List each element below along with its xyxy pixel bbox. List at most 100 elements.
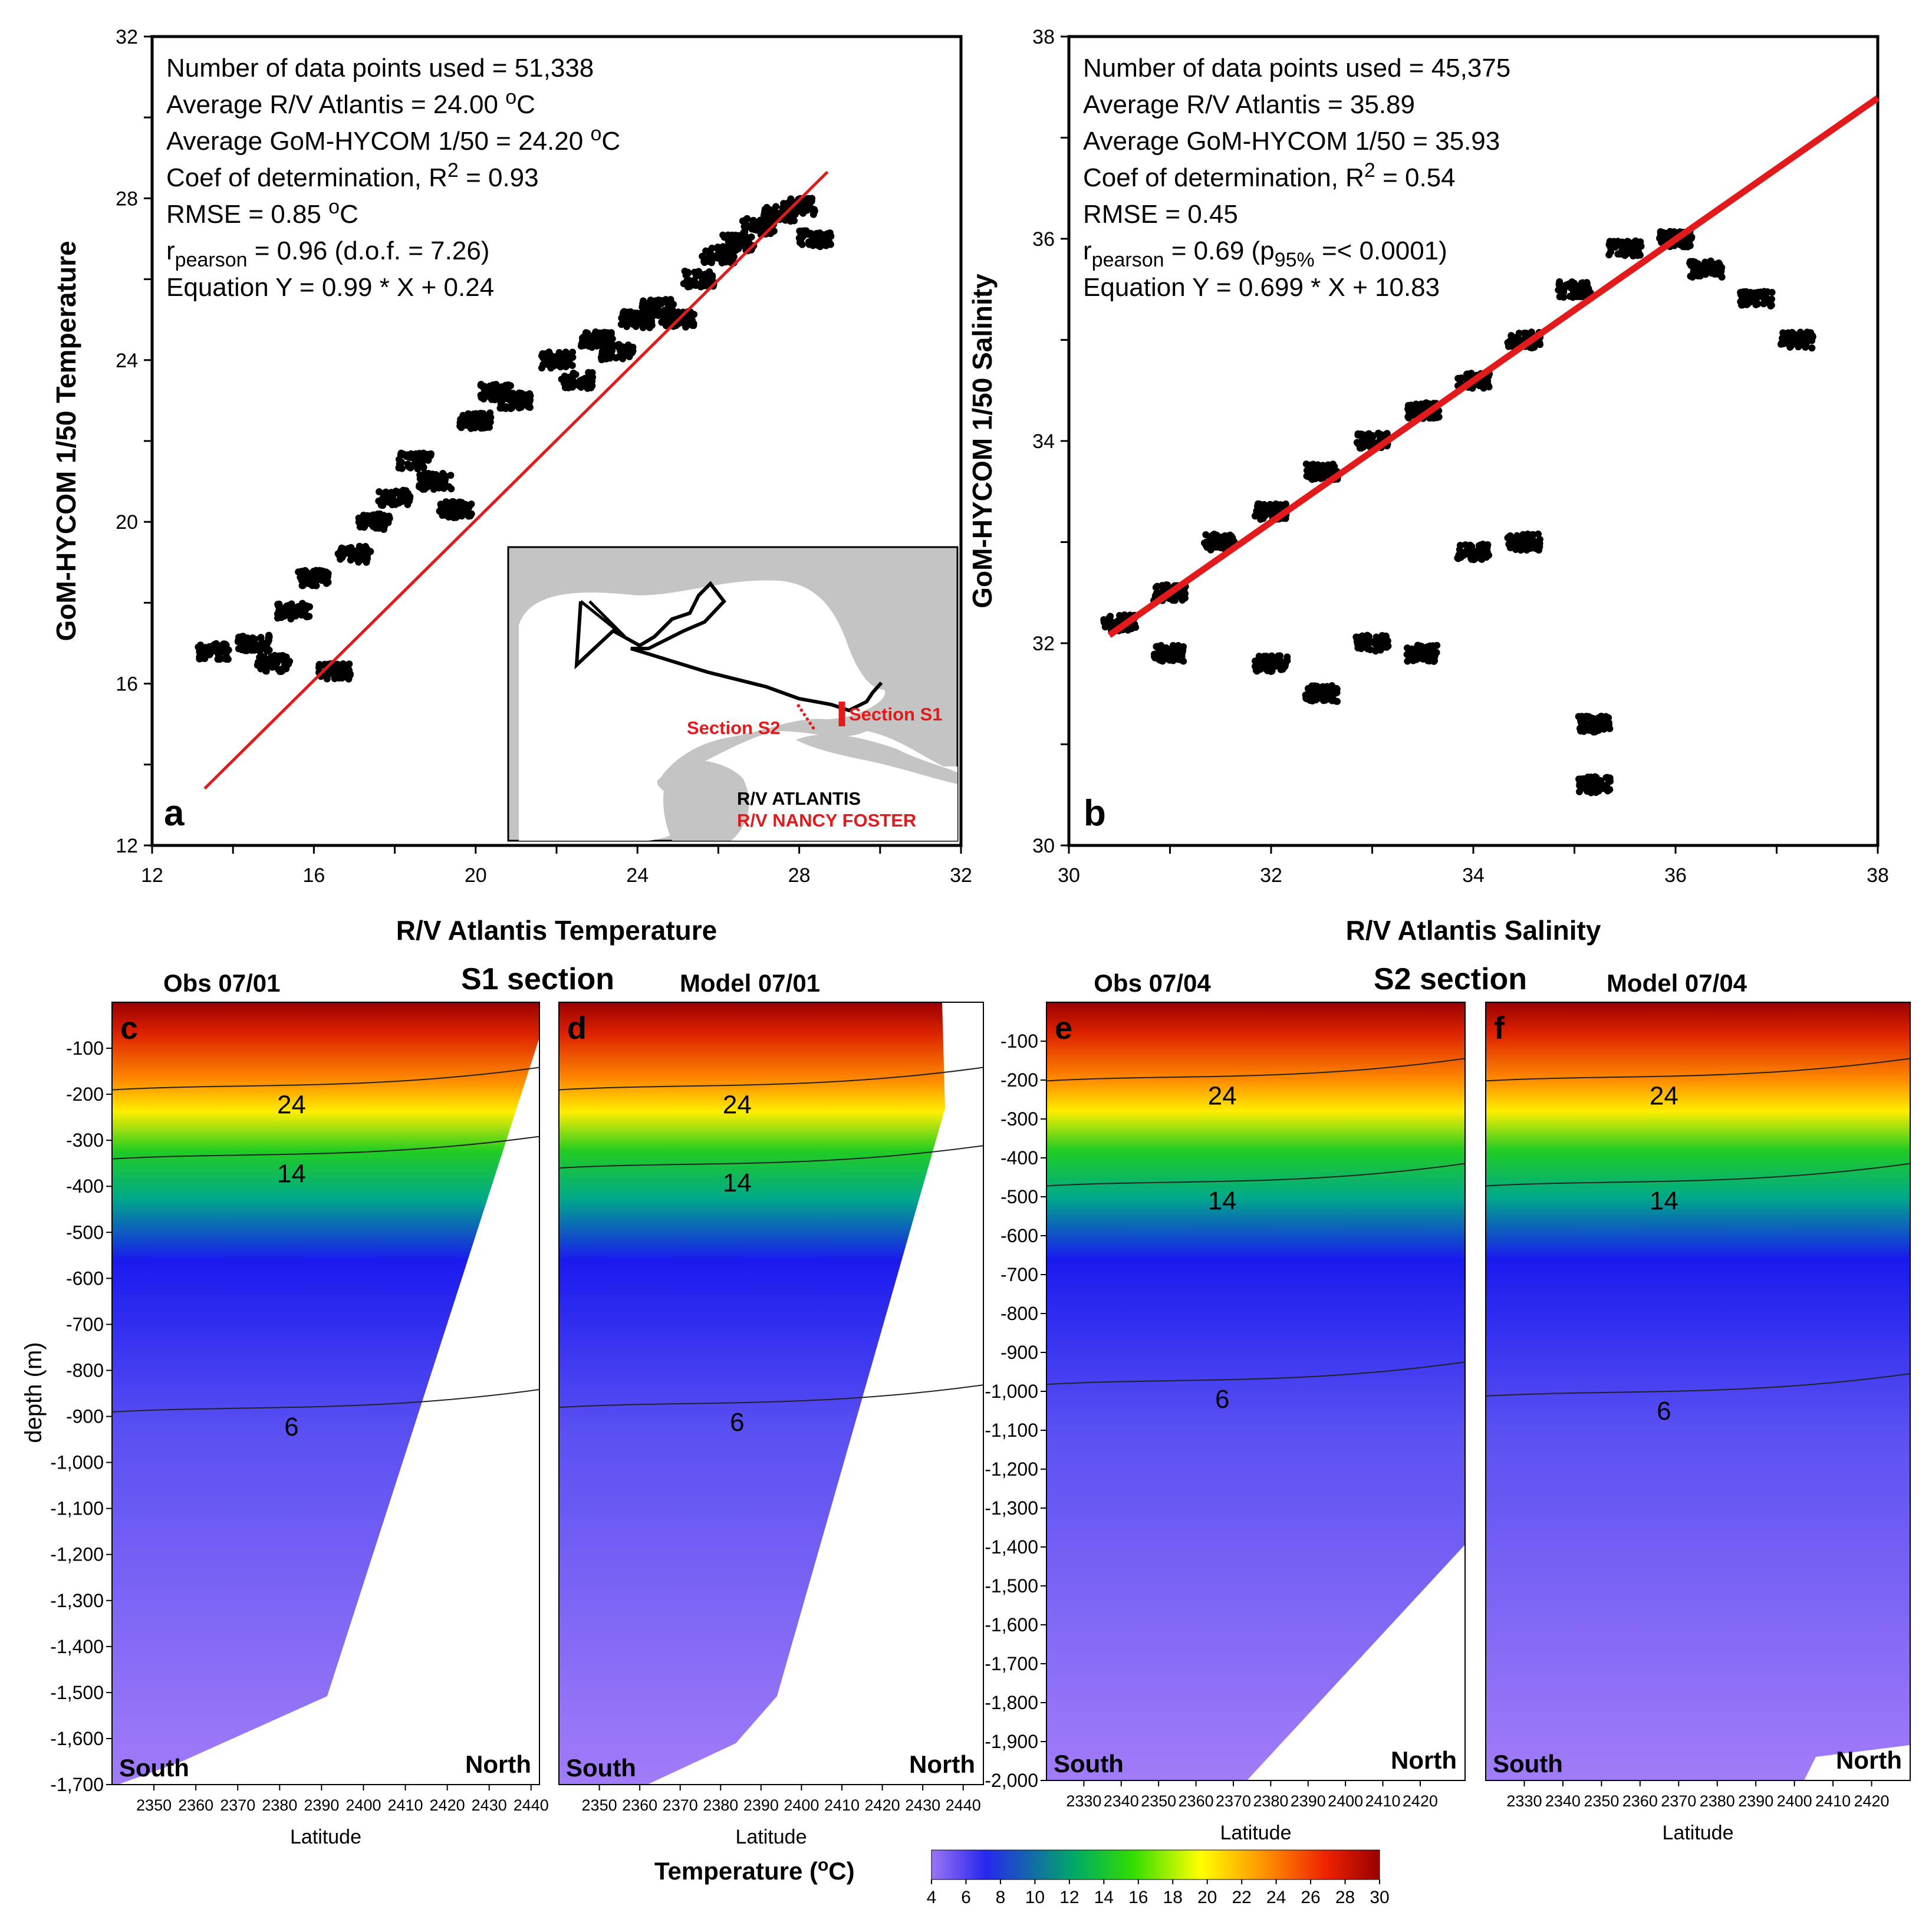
data-point bbox=[693, 270, 701, 278]
panel-a-fit-line bbox=[203, 170, 829, 790]
data-point bbox=[720, 251, 728, 259]
data-point bbox=[302, 603, 310, 610]
colorbar: Temperature (oC) 4 6 8 10 12 14 16 18 20 22 24 26 28… bbox=[654, 1849, 1390, 1907]
x-tick-label: 2380 bbox=[1700, 1792, 1735, 1810]
x-tick-label: 2420 bbox=[430, 1796, 465, 1814]
data-point bbox=[1327, 466, 1334, 473]
stat-line: Coef of determination, R2 = 0.54 bbox=[1083, 159, 1456, 192]
scatter-cluster bbox=[1686, 257, 1726, 281]
data-point bbox=[772, 203, 780, 210]
data-point bbox=[743, 222, 751, 230]
y-tick-label: 36 bbox=[1032, 228, 1055, 251]
scatter-cluster bbox=[1302, 460, 1341, 483]
data-point bbox=[809, 210, 817, 218]
stat-line: Number of data points used = 51,338 bbox=[166, 54, 594, 83]
data-point bbox=[1754, 288, 1762, 296]
data-point bbox=[1706, 259, 1714, 266]
s1-section-title: S1 section bbox=[461, 962, 614, 996]
data-point bbox=[199, 647, 206, 654]
data-point bbox=[497, 397, 505, 405]
contour-label: 24 bbox=[1208, 1081, 1237, 1110]
data-point bbox=[1591, 726, 1598, 734]
data-point bbox=[1714, 270, 1722, 278]
data-point bbox=[1788, 337, 1796, 345]
data-point bbox=[1556, 293, 1564, 301]
data-point bbox=[604, 344, 611, 352]
data-point bbox=[1696, 262, 1704, 270]
data-point bbox=[417, 484, 425, 492]
s2-section-title: S2 section bbox=[1374, 962, 1527, 996]
data-point bbox=[526, 396, 534, 404]
data-point bbox=[220, 640, 228, 648]
no-data-region bbox=[118, 1038, 539, 1785]
data-point bbox=[248, 641, 255, 649]
contour-line bbox=[111, 1067, 540, 1091]
data-point bbox=[1372, 647, 1380, 655]
colorbar-tick-label: 30 bbox=[1370, 1888, 1389, 1907]
data-point bbox=[1410, 657, 1417, 664]
data-point bbox=[395, 499, 403, 507]
data-point bbox=[1100, 616, 1108, 624]
data-point bbox=[1406, 405, 1414, 413]
data-point bbox=[445, 514, 452, 521]
data-point bbox=[1605, 719, 1612, 726]
panel-frame bbox=[1485, 1002, 1911, 1781]
data-point bbox=[664, 304, 672, 311]
data-point bbox=[1808, 344, 1816, 352]
contour-label: 14 bbox=[277, 1160, 306, 1189]
data-point bbox=[730, 235, 738, 242]
data-point bbox=[1605, 251, 1613, 259]
stat-line: Average GoM-HYCOM 1/50 = 35.93 bbox=[1083, 127, 1500, 156]
panel-d: 24 14 6 d Model 07/01 South North 2350 2360 2370 2… bbox=[558, 969, 984, 1848]
data-point bbox=[568, 380, 575, 387]
data-point bbox=[278, 652, 286, 660]
data-point bbox=[1777, 340, 1785, 348]
data-point bbox=[364, 512, 372, 519]
data-point bbox=[330, 669, 337, 677]
data-point bbox=[1328, 682, 1336, 690]
data-point bbox=[405, 463, 413, 470]
scatter-cluster bbox=[719, 231, 758, 255]
data-point bbox=[617, 321, 625, 328]
north-label: North bbox=[1391, 1746, 1457, 1774]
scatter-cluster bbox=[1575, 773, 1614, 796]
y-tick-label: -1,300 bbox=[50, 1590, 104, 1611]
data-point bbox=[1429, 642, 1437, 650]
x-tick-label: 34 bbox=[1462, 864, 1485, 887]
data-point bbox=[719, 231, 727, 239]
scatter-cluster bbox=[1403, 641, 1441, 665]
data-point bbox=[1433, 414, 1441, 422]
panel-b-ylabel: GoM-HYCOM 1/50 Salinity bbox=[967, 274, 998, 608]
y-tick-label: -100 bbox=[66, 1038, 104, 1059]
data-point bbox=[1686, 235, 1693, 242]
stat-line: Average R/V Atlantis = 24.00 oC bbox=[166, 86, 535, 119]
data-point bbox=[1608, 238, 1616, 246]
scatter-cluster bbox=[1737, 288, 1776, 310]
x-axis-label: Latitude bbox=[1663, 1822, 1734, 1844]
y-tick-label: -1,000 bbox=[50, 1452, 104, 1473]
data-point bbox=[1520, 537, 1528, 545]
data-point bbox=[646, 300, 654, 308]
inset-atlantis-track bbox=[574, 581, 883, 713]
x-tick-label: 2400 bbox=[345, 1796, 381, 1814]
scatter-cluster bbox=[355, 510, 393, 534]
y-tick-label: -300 bbox=[66, 1130, 104, 1151]
inset-yucatan bbox=[663, 760, 749, 841]
x-tick-label: 2360 bbox=[178, 1796, 213, 1814]
stat-line: Coef of determination, R2 = 0.93 bbox=[166, 159, 539, 192]
data-point bbox=[383, 489, 390, 497]
data-point bbox=[240, 644, 248, 651]
data-point bbox=[1686, 242, 1694, 249]
data-point bbox=[730, 253, 738, 261]
x-tick-label: 2370 bbox=[1216, 1792, 1251, 1810]
data-point bbox=[278, 666, 285, 674]
data-point bbox=[1454, 374, 1462, 382]
data-point bbox=[491, 396, 499, 404]
y-tick-label: -600 bbox=[66, 1268, 104, 1289]
y-tick-label: -1,700 bbox=[985, 1653, 1038, 1674]
depth-axis-label: depth (m) bbox=[21, 1342, 47, 1443]
data-point bbox=[305, 577, 312, 584]
scatter-cluster bbox=[334, 542, 374, 566]
y-tick-label: -300 bbox=[1000, 1108, 1038, 1130]
x-tick-label: 2410 bbox=[1365, 1792, 1400, 1810]
